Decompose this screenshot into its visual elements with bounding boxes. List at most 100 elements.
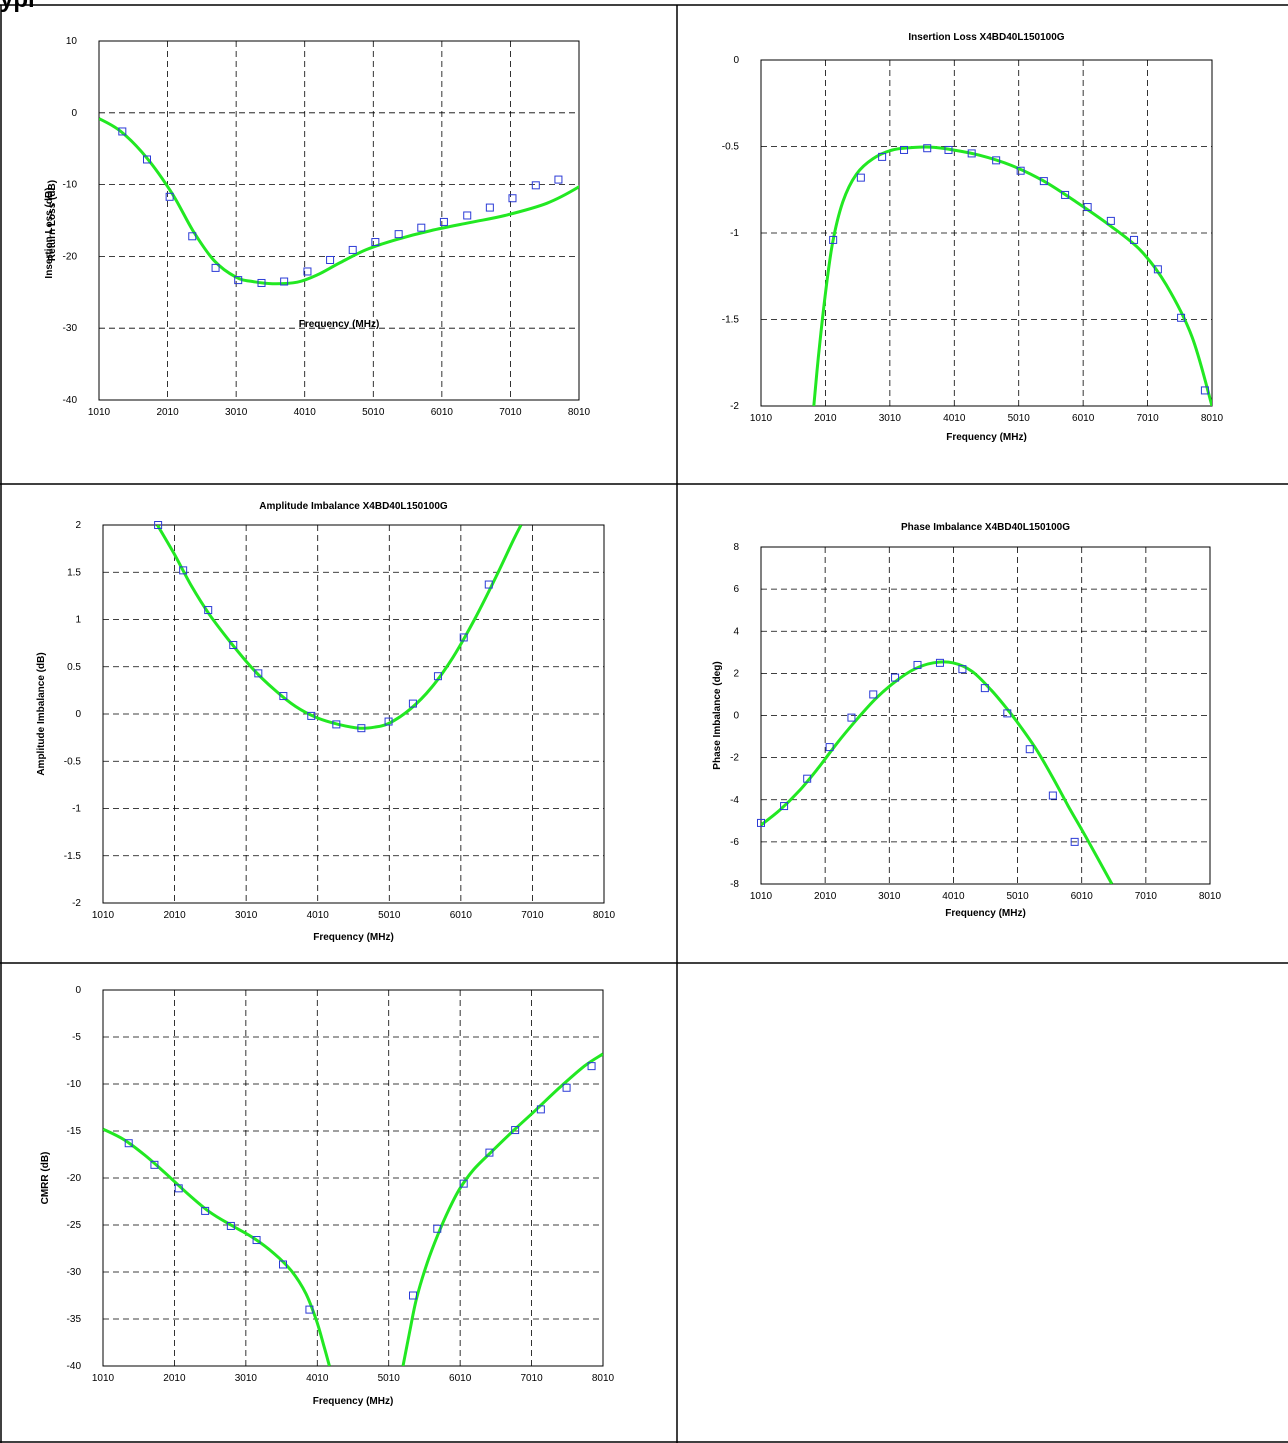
data-point-marker [1177, 313, 1186, 322]
x-tick-label: 2010 [814, 891, 837, 902]
data-point-marker [847, 713, 856, 722]
data-point-marker [279, 692, 288, 701]
data-point-marker [1200, 386, 1209, 395]
x-tick-label: 6010 [449, 1373, 472, 1384]
data-point-marker [174, 1184, 183, 1193]
x-tick-label: 4010 [307, 910, 330, 921]
y-tick-label: 0 [71, 108, 77, 119]
x-tick-label: 3010 [225, 407, 248, 418]
plot-frame [98, 40, 580, 401]
x-axis-label: Frequency (MHz) [313, 932, 394, 943]
x-tick-label: 2010 [163, 910, 186, 921]
x-tick-label: 6010 [1072, 413, 1095, 424]
x-tick-label: 3010 [879, 413, 902, 424]
data-point-marker [511, 1126, 520, 1135]
x-tick-label: 1010 [750, 413, 773, 424]
data-point-marker [900, 145, 909, 154]
y-tick-label: 1 [75, 615, 81, 626]
chart-title: Amplitude Imbalance X4BD40L150100G [259, 501, 448, 512]
data-point-marker [1039, 177, 1048, 186]
x-tick-label: 5010 [378, 910, 401, 921]
x-tick-label: 4010 [306, 1373, 329, 1384]
y-tick-label: -0.5 [722, 142, 740, 153]
data-point-marker [439, 217, 448, 226]
y-axis-label: Return Loss (dB) [47, 180, 58, 261]
x-tick-label: 3010 [878, 891, 901, 902]
y-tick-label: 0.5 [67, 662, 81, 673]
data-point-marker [409, 1291, 417, 1300]
x-tick-label: 8010 [1199, 891, 1222, 902]
series-curve [812, 145, 1212, 406]
data-point-marker [307, 711, 316, 720]
x-tick-label: 3010 [235, 1373, 258, 1384]
x-tick-label: 8010 [592, 1373, 615, 1384]
data-point-marker [211, 263, 220, 272]
x-tick-label: 7010 [1136, 413, 1159, 424]
y-tick-label: -5 [72, 1032, 81, 1043]
x-tick-label: 5010 [378, 1373, 401, 1384]
y-tick-label: 6 [733, 584, 739, 595]
y-tick-label: 0 [733, 711, 739, 722]
data-point-marker [257, 278, 266, 287]
data-point-marker [1025, 745, 1034, 754]
data-point-marker [757, 818, 765, 827]
y-tick-label: -8 [730, 879, 739, 890]
data-point-marker [913, 660, 922, 669]
data-point-marker [154, 521, 163, 529]
series-curve [103, 1127, 331, 1366]
x-tick-label: 4010 [294, 407, 317, 418]
x-tick-label: 5010 [362, 407, 385, 418]
data-point-marker [252, 1236, 261, 1245]
data-point-marker [226, 1221, 235, 1230]
series-curve [99, 117, 579, 286]
y-tick-label: -20 [63, 251, 78, 262]
y-tick-label: 0 [75, 985, 81, 996]
data-point-marker [780, 802, 789, 811]
y-tick-label: -2 [730, 401, 739, 412]
x-tick-label: 5010 [1006, 891, 1029, 902]
x-axis-label: Frequency (MHz) [299, 319, 380, 330]
data-point-marker [923, 144, 932, 153]
data-point-marker [1048, 791, 1057, 800]
x-tick-label: 4010 [943, 413, 966, 424]
data-point-marker [1083, 203, 1092, 212]
x-tick-label: 7010 [499, 407, 522, 418]
data-point-marker [384, 717, 393, 726]
y-axis-label: Phase Imbalance (deg) [712, 661, 723, 769]
data-point-marker [326, 255, 335, 264]
data-point-marker [280, 277, 289, 286]
data-point-marker [554, 175, 563, 184]
data-point-marker [484, 580, 493, 589]
y-tick-label: 10 [66, 36, 78, 47]
y-axis-label: Amplitude Imbalance (dB) [36, 652, 47, 775]
x-tick-label: 7010 [1135, 891, 1158, 902]
data-point-marker [179, 566, 188, 575]
x-tick-label: 4010 [942, 891, 965, 902]
y-tick-label: -20 [67, 1173, 82, 1184]
page-title-fragment: ypi [0, 0, 35, 14]
x-tick-label: 1010 [92, 1373, 115, 1384]
data-point-marker [1153, 265, 1162, 274]
y-tick-label: -6 [730, 837, 739, 848]
data-point-marker [891, 673, 900, 682]
y-tick-label: -1 [730, 228, 739, 239]
data-point-marker [234, 276, 243, 285]
x-axis-label: Frequency (MHz) [945, 908, 1026, 919]
data-point-marker [332, 720, 341, 729]
data-point-marker [536, 1105, 545, 1114]
data-point-marker [201, 1206, 210, 1215]
x-tick-label: 7010 [521, 910, 544, 921]
x-axis-label: Frequency (MHz) [946, 432, 1027, 443]
series-curve [401, 1052, 603, 1366]
layout-table-borders [0, 4, 1288, 1443]
data-point-marker [165, 192, 174, 201]
x-tick-label: 8010 [1201, 413, 1224, 424]
data-point-marker [944, 145, 953, 154]
data-point-marker [1016, 166, 1025, 175]
data-point-marker [829, 235, 838, 244]
y-tick-label: 0 [733, 55, 739, 66]
